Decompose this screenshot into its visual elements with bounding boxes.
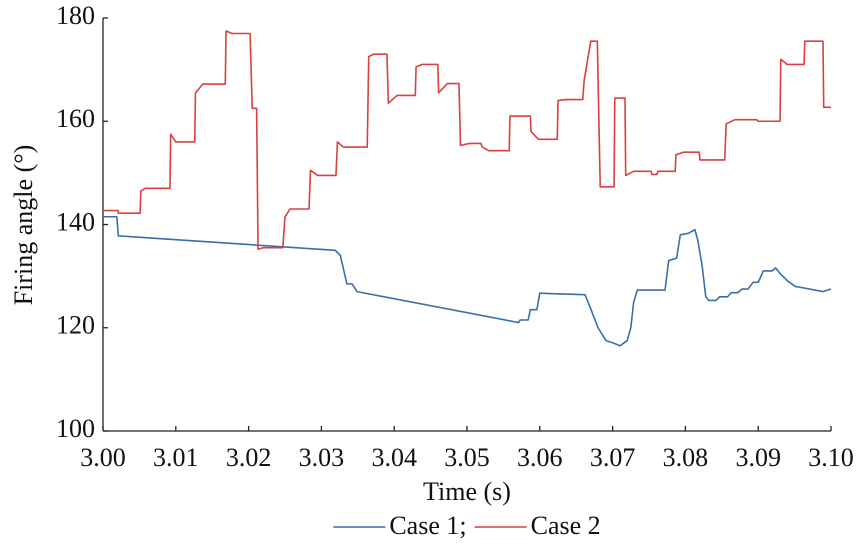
x-tick-label: 3.10 (808, 443, 854, 472)
series-line (103, 30, 831, 251)
x-tick-label: 3.03 (299, 443, 345, 472)
legend-label: Case 2 (531, 511, 601, 540)
x-tick-label: 3.07 (590, 443, 636, 472)
x-tick-label: 3.04 (371, 443, 417, 472)
x-tick-label: 3.02 (226, 443, 272, 472)
y-tick-label: 140 (56, 207, 95, 236)
y-tick-label: 100 (56, 414, 95, 443)
legend-label: Case 1; (389, 511, 466, 540)
x-axis-title: Time (s) (423, 477, 511, 506)
series-line (103, 215, 832, 347)
x-tick-label: 3.06 (517, 443, 563, 472)
x-tick-label: 3.08 (663, 443, 709, 472)
y-tick-label: 180 (56, 1, 95, 30)
x-tick-label: 3.05 (444, 443, 490, 472)
y-tick-label: 120 (56, 311, 95, 340)
x-tick-label: 3.00 (80, 443, 126, 472)
x-tick-label: 3.09 (735, 443, 781, 472)
y-axis-title: Firing angle (°) (9, 145, 38, 306)
x-tick-label: 3.01 (153, 443, 199, 472)
y-tick-label: 160 (56, 104, 95, 133)
